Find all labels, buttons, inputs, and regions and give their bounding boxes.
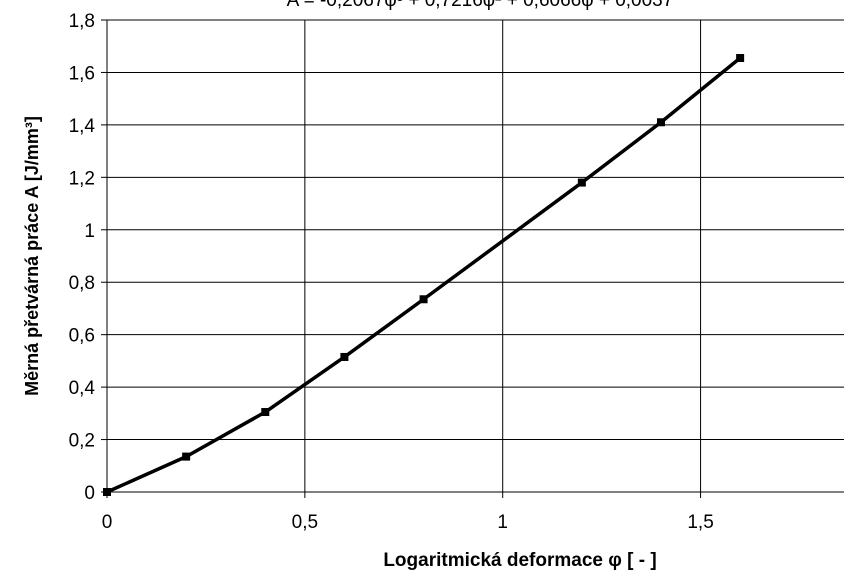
y-axis-label: Měrná přetvárná práce A [J/mm³]	[22, 116, 42, 396]
y-tick-label: 0,4	[69, 378, 96, 399]
data-point	[182, 452, 191, 461]
y-tick-label: 0,8	[69, 273, 95, 294]
x-tick-label: 0,5	[292, 512, 318, 533]
y-tick-label: 1	[84, 221, 95, 242]
y-tick-label: 1,8	[69, 11, 95, 32]
y-tick-label: 0,2	[69, 431, 95, 452]
data-point	[419, 295, 428, 304]
x-axis-label: Logaritmická deformace φ [ - ]	[383, 550, 656, 571]
data-point	[656, 118, 665, 127]
x-tick-label: 1	[497, 512, 508, 533]
y-tick-label: 1,2	[69, 168, 95, 189]
data-point	[736, 54, 745, 63]
data-point	[261, 408, 270, 417]
x-tick-label: 0	[102, 512, 113, 533]
data-line	[106, 56, 742, 494]
chart-title: A = -0,2067φ³ + 0,7216φ² + 0,6066φ + 0,0…	[287, 0, 674, 11]
y-tick-label: 0	[84, 483, 95, 504]
y-tick-label: 1,4	[69, 116, 96, 137]
y-tick-label: 1,6	[69, 63, 95, 84]
data-point	[577, 178, 586, 187]
y-tick-label: 0,6	[69, 326, 95, 347]
x-tick-label: 1,5	[687, 512, 713, 533]
data-point	[103, 488, 111, 496]
data-point	[340, 352, 349, 361]
